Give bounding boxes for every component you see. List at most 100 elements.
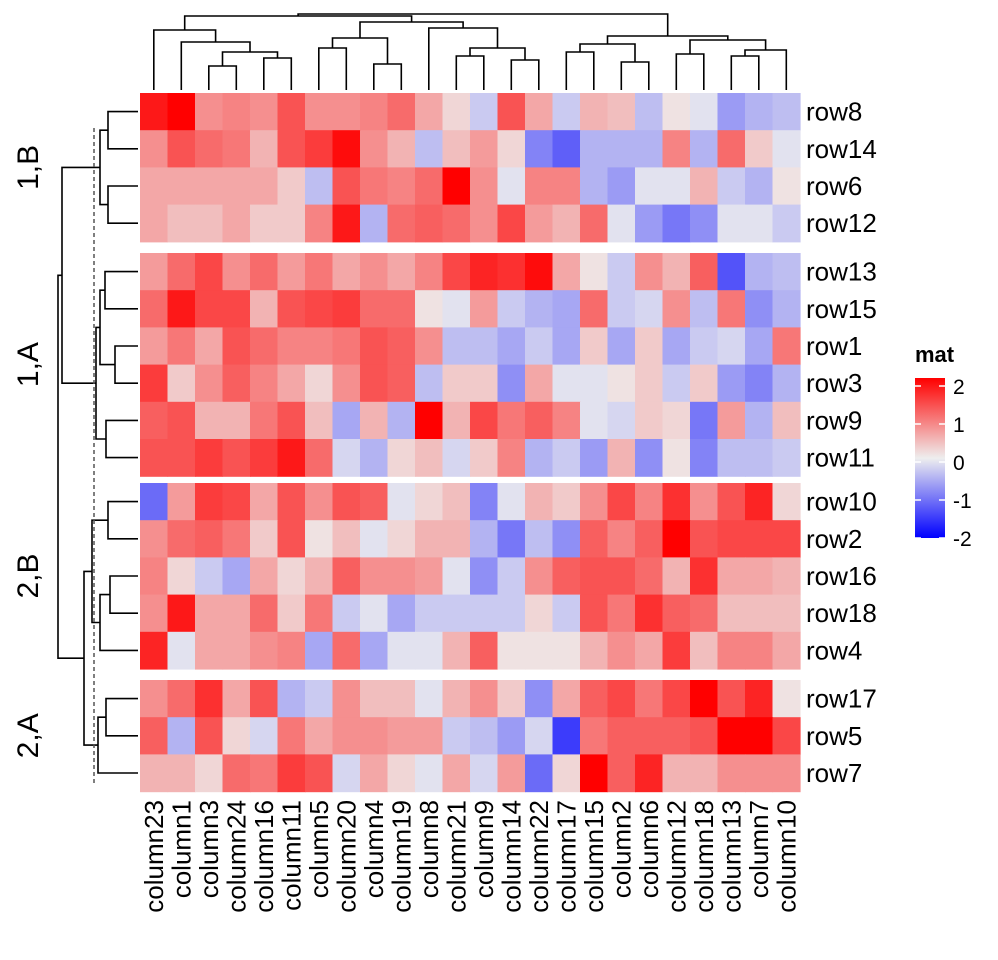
heatmap-cell bbox=[360, 93, 389, 131]
heatmap-cell bbox=[635, 204, 664, 243]
column-labels: column23column1column3column24column16co… bbox=[139, 800, 801, 913]
heatmap-cell bbox=[497, 130, 526, 168]
heatmap-cell bbox=[745, 93, 774, 131]
heatmap-cell bbox=[195, 717, 224, 755]
heatmap-cell bbox=[525, 483, 554, 521]
heatmap-cell bbox=[332, 167, 361, 206]
heatmap-cell bbox=[497, 483, 526, 521]
heatmap-cell bbox=[332, 401, 361, 440]
heatmap-cell bbox=[415, 594, 444, 633]
heatmap-cell bbox=[360, 483, 389, 521]
heatmap-cell bbox=[222, 680, 251, 718]
heatmap-cell bbox=[772, 401, 801, 440]
heatmap-cell bbox=[552, 594, 581, 633]
heatmap-cell bbox=[662, 594, 691, 633]
heatmap-cell bbox=[552, 93, 581, 131]
heatmap-cell bbox=[772, 253, 801, 291]
heatmap-cell bbox=[332, 253, 361, 291]
heatmap-cell bbox=[497, 290, 526, 328]
legend-tick-label: 0 bbox=[953, 452, 965, 475]
heatmap-cell bbox=[140, 680, 169, 718]
heatmap-cell bbox=[360, 520, 389, 558]
dendrogram-branch bbox=[99, 129, 108, 206]
heatmap-cell bbox=[662, 364, 691, 403]
heatmap-cell bbox=[332, 680, 361, 718]
heatmap-cell bbox=[167, 520, 196, 558]
heatmap-cell bbox=[745, 364, 774, 403]
heatmap-cell bbox=[360, 290, 389, 328]
heatmap-cell bbox=[305, 401, 334, 440]
heatmap-cell bbox=[195, 130, 224, 168]
heatmap-cell bbox=[442, 439, 471, 477]
heatmap-cell bbox=[415, 364, 444, 403]
heatmap-cell bbox=[717, 401, 746, 440]
heatmap-cell bbox=[305, 439, 334, 477]
heatmap-cell bbox=[195, 290, 224, 328]
heatmap-cell bbox=[387, 483, 416, 521]
heatmap-cell bbox=[277, 520, 306, 558]
heatmap-cell bbox=[497, 204, 526, 243]
heatmap-cell bbox=[250, 557, 279, 596]
heatmap-cell bbox=[222, 130, 251, 168]
dendrogram-branch bbox=[105, 419, 138, 459]
heatmap-cell bbox=[277, 167, 306, 206]
heatmap-cell bbox=[772, 680, 801, 718]
heatmap-cell bbox=[195, 439, 224, 477]
heatmap-cell bbox=[772, 364, 801, 403]
row-label: row6 bbox=[806, 171, 862, 201]
heatmap-cell bbox=[525, 167, 554, 206]
heatmap-cell bbox=[635, 439, 664, 477]
heatmap-cell bbox=[360, 557, 389, 596]
heatmap-cell bbox=[662, 557, 691, 596]
heatmap-cell bbox=[717, 594, 746, 633]
heatmap-cell bbox=[387, 364, 416, 403]
heatmap-cell bbox=[745, 130, 774, 168]
dendrogram-branch bbox=[675, 53, 705, 90]
heatmap-cell bbox=[195, 327, 224, 366]
heatmap-cell bbox=[580, 557, 609, 596]
heatmap-cell bbox=[277, 204, 306, 243]
dendrogram-branch bbox=[428, 27, 499, 90]
heatmap-cell bbox=[690, 290, 719, 328]
heatmap-cell bbox=[387, 167, 416, 206]
column-label: column1 bbox=[166, 800, 196, 898]
heatmap-cell bbox=[470, 253, 499, 291]
heatmap-cell bbox=[552, 680, 581, 718]
heatmap-cell bbox=[305, 290, 334, 328]
heatmap-cell bbox=[745, 520, 774, 558]
row-label: row17 bbox=[806, 684, 877, 714]
heatmap-cell bbox=[497, 167, 526, 206]
heatmap-cell bbox=[195, 680, 224, 718]
heatmap-cell bbox=[690, 439, 719, 477]
heatmap-cell bbox=[167, 364, 196, 403]
heatmap-cell bbox=[332, 483, 361, 521]
heatmap-cell bbox=[167, 594, 196, 633]
row-label: row15 bbox=[806, 294, 877, 324]
heatmap-cell bbox=[415, 290, 444, 328]
heatmap-cell bbox=[635, 167, 664, 206]
heatmap-cell bbox=[662, 290, 691, 328]
heatmap-cell bbox=[222, 290, 251, 328]
heatmap-cell bbox=[607, 130, 636, 168]
dendrogram-branch bbox=[107, 185, 138, 224]
heatmap-cell bbox=[250, 290, 279, 328]
heatmap-cell bbox=[442, 167, 471, 206]
heatmap-cell bbox=[195, 364, 224, 403]
heatmap-cell bbox=[607, 93, 636, 131]
heatmap-cell bbox=[332, 93, 361, 131]
heatmap-cell bbox=[442, 520, 471, 558]
heatmap-cell bbox=[305, 167, 334, 206]
heatmap-cell bbox=[717, 483, 746, 521]
heatmap-cell bbox=[387, 401, 416, 440]
heatmap-cell bbox=[690, 130, 719, 168]
heatmap-cell bbox=[360, 680, 389, 718]
heatmap-cell bbox=[305, 327, 334, 366]
dendrogram-branch bbox=[107, 500, 138, 540]
heatmap-cell bbox=[387, 754, 416, 793]
heatmap-cell bbox=[607, 167, 636, 206]
heatmap-cell bbox=[525, 631, 554, 670]
heatmap-cell bbox=[387, 439, 416, 477]
row-label: row5 bbox=[806, 721, 862, 751]
heatmap-cell bbox=[635, 520, 664, 558]
